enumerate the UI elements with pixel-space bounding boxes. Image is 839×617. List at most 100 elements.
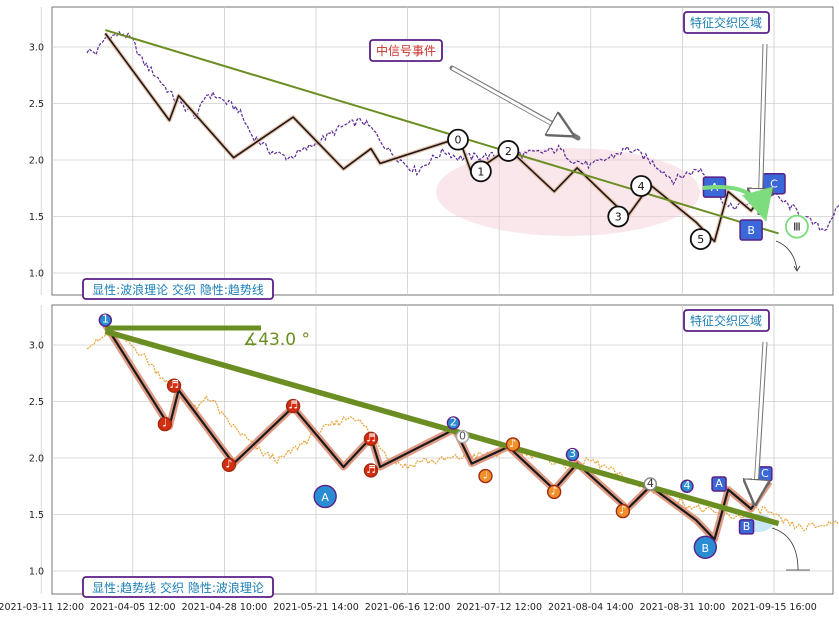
svg-text:♪: ♪ [551, 484, 558, 497]
zone-label: 特征交织区域 [690, 15, 762, 30]
wave-label: 3 [565, 447, 580, 462]
projection-curve [775, 240, 798, 271]
angle-label: ∡43.0 ° [243, 330, 310, 350]
y-tick-label: 3.0 [29, 341, 44, 352]
svg-text:Ⅲ: Ⅲ [793, 221, 801, 234]
svg-text:0: 0 [454, 134, 461, 147]
svg-text:1: 1 [102, 313, 109, 326]
svg-text:4: 4 [647, 477, 654, 490]
trendline [105, 29, 779, 235]
wave-label: 2 [446, 415, 461, 430]
zone-annotation: 特征交织区域 [683, 309, 770, 332]
y-tick-label: 1.0 [29, 567, 44, 578]
zone-label: 特征交织区域 [690, 313, 762, 328]
svg-text:♬: ♬ [169, 378, 179, 391]
svg-text:C: C [770, 178, 778, 191]
wave-label: ♪ [505, 437, 521, 452]
wave-label: 4 [680, 479, 694, 493]
x-tick-label: 2021-03-11 12:00 [0, 602, 84, 613]
zone-annotation: 特征交织区域 [683, 11, 770, 34]
y-tick-label: 1.5 [29, 510, 44, 521]
mode-annotation: 显性:趋势线 交织 隐性:波浪理论 [82, 576, 274, 598]
wave-label: ♪ [221, 457, 237, 472]
event-arrow-inner [451, 66, 572, 135]
wave-label: ♬ [166, 378, 182, 393]
plot-frame [51, 304, 834, 595]
wave-label: A [711, 476, 727, 492]
wave-label: ♬ [285, 399, 301, 414]
svg-text:2: 2 [505, 145, 512, 158]
wave-label: Ⅲ [785, 214, 809, 239]
mode-label: 显性:趋势线 交织 隐性:波浪理论 [92, 580, 264, 595]
event-annotation: 中信号事件 [369, 39, 443, 62]
svg-text:♩: ♩ [483, 469, 488, 482]
wave-label: 4 [630, 175, 653, 197]
svg-text:3: 3 [569, 447, 576, 460]
svg-text:B: B [702, 542, 710, 555]
trend-line [105, 29, 779, 235]
y-tick-label: 2.0 [29, 454, 44, 465]
y-tick-label: 2.0 [29, 156, 44, 167]
y-ticks: 1.0 1.5 2.0 2.5 3.0 [29, 43, 44, 280]
x-tick-label: 2021-08-04 14:00 [548, 602, 634, 613]
svg-text:♪: ♪ [509, 437, 516, 450]
svg-text:♬: ♬ [366, 463, 376, 476]
svg-text:B: B [743, 520, 751, 533]
wave-label: C [762, 172, 786, 195]
wave-label: 0 [455, 429, 470, 444]
wave-label: 1 [469, 160, 492, 183]
x-tick-label: 2021-05-21 14:00 [273, 602, 359, 613]
wave-label: 2 [497, 140, 520, 162]
wave-label: ♪ [546, 484, 562, 500]
wave-label: C [757, 466, 773, 482]
plot-frame [51, 6, 834, 296]
wave-labels: 1 ♩ ♬ ♪ ♬ A ♬ ♬ 20 ♩ ♪ ♪ 3 ♪ 4 4 B A B C [98, 313, 773, 559]
wave-label: 5 [689, 228, 712, 251]
x-tick-label: 2021-07-12 12:00 [456, 602, 542, 613]
wave-core [104, 324, 771, 541]
wave-label: ♩ [478, 469, 493, 484]
wave-label: 1 [98, 313, 113, 327]
svg-text:♬: ♬ [288, 399, 298, 412]
y-tick-label: 1.0 [29, 269, 44, 280]
wave-label: B [739, 219, 763, 241]
projection-curve [771, 527, 810, 571]
projection-curve-head [793, 265, 801, 272]
zone-arrow-inner [755, 341, 765, 503]
svg-text:♪: ♪ [619, 504, 626, 517]
svg-text:♪: ♪ [225, 457, 232, 470]
x-tick-label: 2021-04-05 12:00 [90, 602, 176, 613]
mode-label: 显性:波浪理论 交织 隐性:趋势线 [92, 282, 264, 297]
wave-halo [102, 322, 773, 543]
wave-label: B [738, 519, 755, 535]
interwoven-region-ellipse [436, 148, 700, 236]
y-tick-label: 1.5 [29, 212, 44, 223]
svg-text:A: A [321, 491, 329, 504]
green-curve-arrow [702, 185, 773, 222]
wave-label: ♪ [615, 504, 631, 519]
wave-label: B [693, 535, 717, 559]
x-tick-label: 2021-04-28 10:00 [182, 602, 268, 613]
wave-label: ♩ [157, 417, 173, 432]
svg-text:3: 3 [615, 210, 622, 223]
y-tick-label: 2.5 [29, 99, 44, 110]
bottom-panel: 1.0 1.5 2.0 2.5 3.0 2021-03-11 12:00 2021-04-… [0, 304, 839, 613]
svg-text:C: C [761, 467, 769, 480]
x-tick-label: 2021-09-15 16:00 [731, 602, 817, 613]
x-ticks: 2021-03-11 12:00 2021-04-05 12:00 2021-04-… [0, 602, 817, 613]
event-label: 中信号事件 [376, 43, 436, 58]
wave-label: ♬ [363, 431, 379, 446]
wave-label: 0 [447, 128, 469, 151]
svg-text:♬: ♬ [366, 431, 376, 444]
svg-text:A: A [715, 477, 723, 490]
zone-arrow-inner [760, 43, 765, 212]
x-tick-label: 2021-06-16 12:00 [365, 602, 451, 613]
svg-text:4: 4 [683, 479, 690, 492]
wave-path [102, 322, 773, 543]
trend-line [104, 328, 780, 527]
svg-text:5: 5 [697, 233, 704, 246]
svg-text:♩: ♩ [162, 417, 167, 430]
svg-text:4: 4 [638, 180, 645, 193]
